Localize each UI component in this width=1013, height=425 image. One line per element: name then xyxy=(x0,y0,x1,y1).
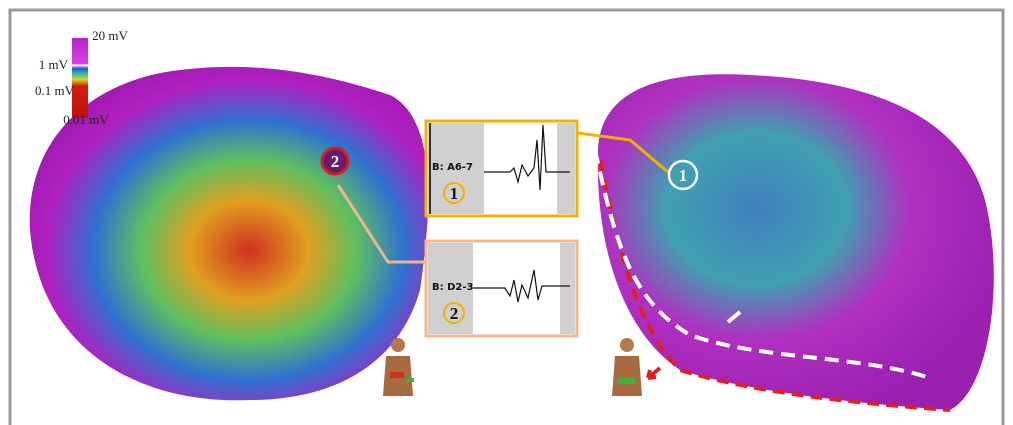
colorbar-label: 1 mV xyxy=(39,57,69,72)
marker-number: 2 xyxy=(450,304,459,323)
map-marker-number: 2 xyxy=(331,152,340,171)
torso-icon xyxy=(612,338,642,396)
electrogram-panel: B: D2-3 2 xyxy=(426,241,577,336)
electrogram-panel: B: A6-7 1 xyxy=(426,121,577,216)
map-marker-number: 1 xyxy=(679,166,688,185)
colorbar-label: 0.1 mV xyxy=(35,83,75,98)
colorbar-label: 20 mV xyxy=(92,28,128,43)
figure: 20 mV 1 mV 0.1 mV 0.01 mV B: A6-7 1 B: D… xyxy=(0,0,1013,425)
voltage-map-right xyxy=(598,74,994,410)
colorbar xyxy=(72,38,88,118)
shade xyxy=(557,123,575,214)
colorbar-label: 0.01 mV xyxy=(63,112,109,127)
page: {"colorbar": {"labels": ["20 mV", "1 mV"… xyxy=(0,0,1013,425)
arrow-red xyxy=(648,368,660,378)
channel-label: B: A6-7 xyxy=(432,162,473,173)
channel-label: B: D2-3 xyxy=(432,282,474,293)
marker-number: 1 xyxy=(450,184,459,203)
shade xyxy=(560,243,575,334)
